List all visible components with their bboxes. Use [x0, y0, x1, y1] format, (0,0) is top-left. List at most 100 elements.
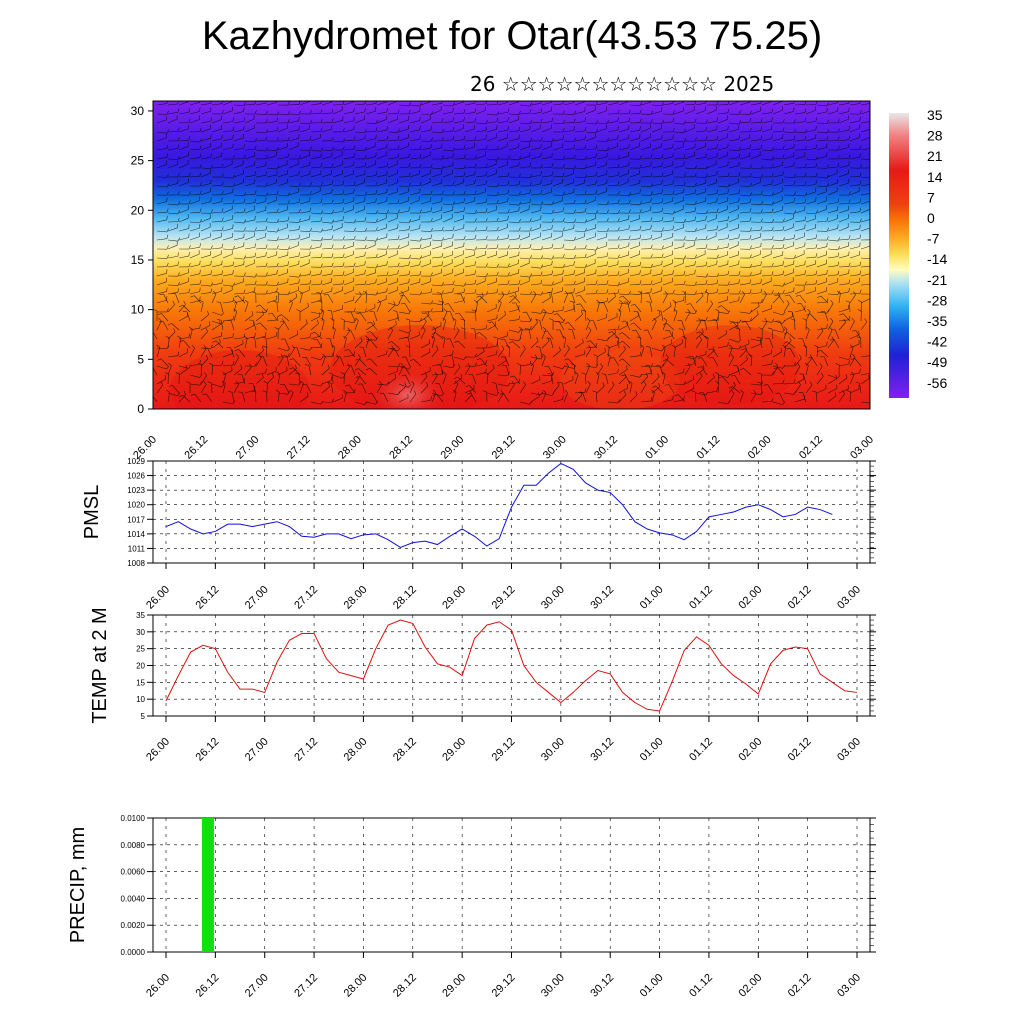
wind-barb-flag: [507, 290, 510, 295]
wind-barb-flag: [331, 180, 334, 185]
wind-barb: [288, 229, 299, 232]
wind-barb: [596, 374, 600, 385]
wind-barb: [343, 139, 354, 142]
y-tick-label: 10: [136, 695, 145, 704]
wind-barb: [695, 339, 703, 349]
wind-barb-flag: [175, 372, 180, 375]
wind-barb: [211, 103, 222, 106]
wind-barb-flag: [232, 117, 235, 122]
wind-barb-flag: [859, 289, 862, 294]
wind-barb-flag: [661, 227, 664, 232]
wind-barb-flag: [749, 173, 752, 178]
wind-barb: [739, 148, 750, 151]
wind-barb-flag: [243, 219, 247, 224]
wind-barb-flag: [551, 201, 554, 205]
wind-barb-flag: [210, 153, 212, 158]
wind-barb: [200, 128, 211, 133]
wind-barb-flag: [705, 215, 707, 220]
wind-barb: [409, 257, 420, 260]
wind-barb-flag: [817, 349, 821, 353]
wind-barb: [332, 274, 343, 277]
wind-barb-flag: [375, 197, 377, 202]
wind-barb: [849, 265, 860, 268]
wind-barb-flag: [331, 188, 333, 193]
wind-barb-flag: [456, 327, 460, 331]
wind-barb-flag: [573, 101, 575, 103]
wind-barb: [167, 304, 175, 313]
wind-barb-flag: [441, 392, 445, 397]
wind-barb: [167, 118, 178, 124]
wind-barb: [299, 211, 310, 214]
wind-barb: [398, 257, 410, 259]
wind-barb-flag: [430, 307, 433, 312]
wind-barb: [277, 173, 288, 178]
wind-barb: [266, 284, 278, 286]
wind-barb: [827, 339, 835, 349]
wind-barb-flag: [485, 198, 488, 203]
wind-barb: [497, 348, 505, 358]
wind-barb-flag: [749, 192, 753, 197]
wind-barb: [568, 322, 576, 331]
wind-barb-flag: [331, 163, 334, 168]
wind-barb-flag: [221, 270, 223, 275]
wind-barb: [513, 375, 521, 385]
wind-barb-flag: [320, 118, 323, 123]
wind-barb: [486, 345, 497, 349]
wind-barb-flag: [366, 358, 371, 361]
wind-barb-flag: [386, 209, 389, 214]
wind-barb: [233, 246, 244, 250]
wind-barb: [277, 392, 280, 403]
wind-barb: [486, 353, 497, 358]
wind-barb: [838, 319, 849, 322]
wind-barb: [563, 264, 574, 268]
wind-barb-flag: [618, 332, 623, 335]
wind-barb: [706, 201, 717, 205]
wind-barb: [321, 101, 332, 106]
wind-barb: [233, 300, 244, 304]
wind-barb-flag: [452, 102, 456, 107]
wind-barb-flag: [364, 308, 367, 313]
wind-barb-flag: [639, 351, 642, 356]
wind-barb-flag: [294, 364, 297, 369]
wind-barb: [409, 157, 420, 160]
wind-barb-flag: [694, 355, 698, 360]
wind-barb-flag: [738, 189, 741, 194]
wind-barb: [508, 184, 519, 187]
wind-barb: [277, 370, 288, 376]
wind-barb: [783, 245, 794, 250]
wind-barb-flag: [276, 165, 280, 170]
wind-barb: [728, 320, 739, 324]
wind-barb-flag: [463, 282, 467, 287]
wind-barb-flag: [496, 271, 499, 276]
wind-barb: [211, 167, 223, 169]
wind-barb: [420, 211, 431, 214]
wind-barb: [761, 293, 767, 304]
wind-barb-flag: [542, 326, 547, 330]
wind-barb: [420, 181, 431, 187]
wind-barb: [156, 365, 167, 370]
wind-barb: [706, 264, 717, 268]
wind-barb: [332, 140, 343, 143]
wind-barb-flag: [749, 208, 752, 213]
wind-barb: [420, 101, 431, 106]
wind-barb-flag: [581, 372, 586, 375]
wind-barb: [717, 401, 728, 405]
wind-barb-flag: [419, 209, 422, 214]
wind-barb: [706, 235, 717, 241]
wind-barb-flag: [859, 198, 862, 203]
wind-barb: [387, 304, 396, 313]
wind-barb: [552, 182, 563, 187]
wind-barb-flag: [430, 288, 433, 293]
wind-barb: [728, 128, 739, 133]
wind-barb-flag: [422, 312, 427, 315]
wind-barb: [442, 291, 453, 295]
wind-barb: [739, 211, 750, 214]
wind-barb-flag: [386, 287, 388, 292]
wind-barb-flag: [243, 227, 246, 232]
wind-barb-flag: [203, 381, 207, 385]
wind-barb: [343, 272, 354, 277]
wind-barb: [211, 274, 222, 277]
warm-core-blobs: [153, 101, 870, 409]
wind-barb-flag: [454, 340, 459, 343]
wind-barb: [717, 165, 728, 169]
